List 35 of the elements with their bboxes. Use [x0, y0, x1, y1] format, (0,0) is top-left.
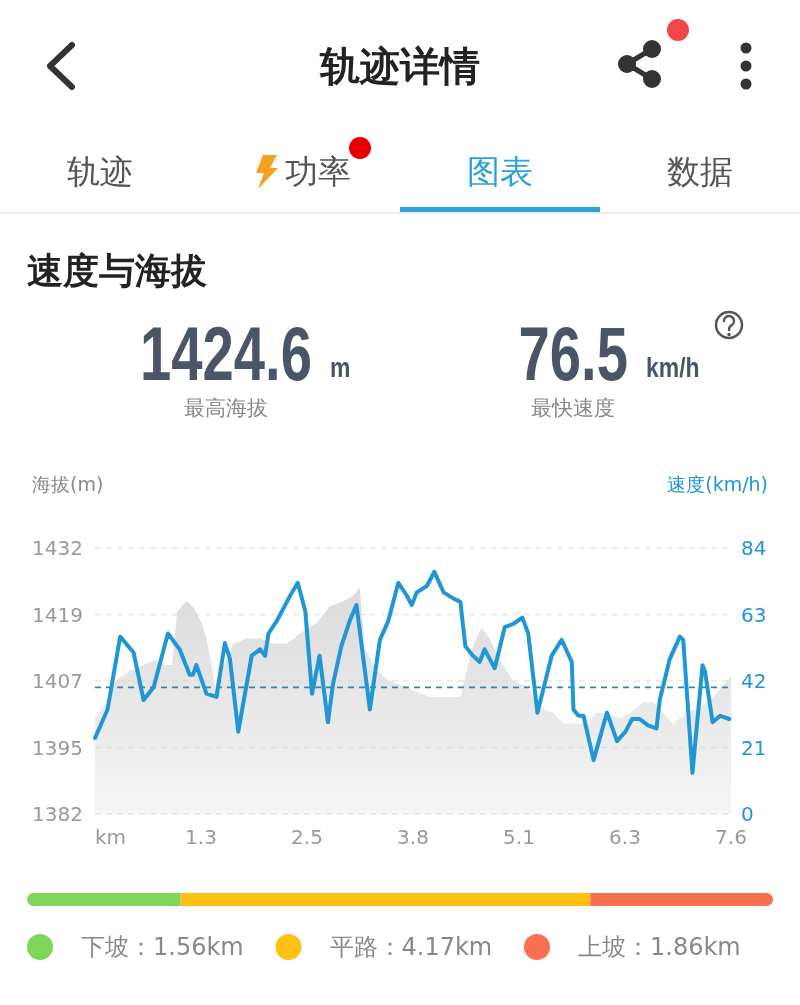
- x-tick-label: 2.5: [291, 825, 323, 849]
- text: 76.5: [518, 310, 628, 396]
- y-axis-title: 海拔(m): [32, 473, 104, 495]
- x-axis-title: km: [95, 825, 127, 849]
- y2-tick-label: 21: [741, 735, 767, 760]
- y2-tick-label: 63: [741, 602, 767, 627]
- category-label: 功率: [285, 151, 351, 191]
- category-label: 图表: [467, 151, 533, 191]
- category-label: 轨迹: [67, 151, 133, 191]
- x-tick-label: 1.3: [185, 825, 217, 849]
- line-series: [93, 569, 732, 775]
- legend-label: 上坡：1.86km: [578, 933, 741, 961]
- x-tick-label: 6.3: [609, 825, 641, 849]
- y-tick-label: 1382: [32, 802, 83, 826]
- chart-title: 速度与海拔: [27, 249, 207, 291]
- category-label: 数据: [667, 151, 733, 191]
- y-tick-label: 1407: [32, 669, 83, 693]
- legend-label: 平路：4.17km: [329, 933, 493, 961]
- legend-label: 下坡：1.56km: [81, 933, 244, 961]
- x-tick-label: 3.8: [397, 825, 429, 849]
- text: m: [330, 352, 351, 383]
- text: 最快速度: [531, 396, 615, 420]
- y-tick-label: 1395: [32, 735, 83, 760]
- text: 1424.6: [140, 310, 312, 396]
- y2-axis-title: 速度(km/h): [667, 473, 768, 495]
- y2-tick-label: 84: [741, 536, 767, 560]
- y-tick-label: 1432: [32, 536, 83, 560]
- x-tick-label: 5.1: [503, 825, 535, 849]
- text: 最高海拔: [184, 396, 268, 420]
- y2-tick-label: 0: [741, 802, 754, 826]
- y-tick-label: 1419: [32, 602, 83, 627]
- text: 轨迹详情: [319, 43, 480, 89]
- x-tick-label: 7.6: [715, 825, 747, 849]
- text: km/h: [646, 352, 700, 383]
- y2-tick-label: 42: [741, 669, 767, 693]
